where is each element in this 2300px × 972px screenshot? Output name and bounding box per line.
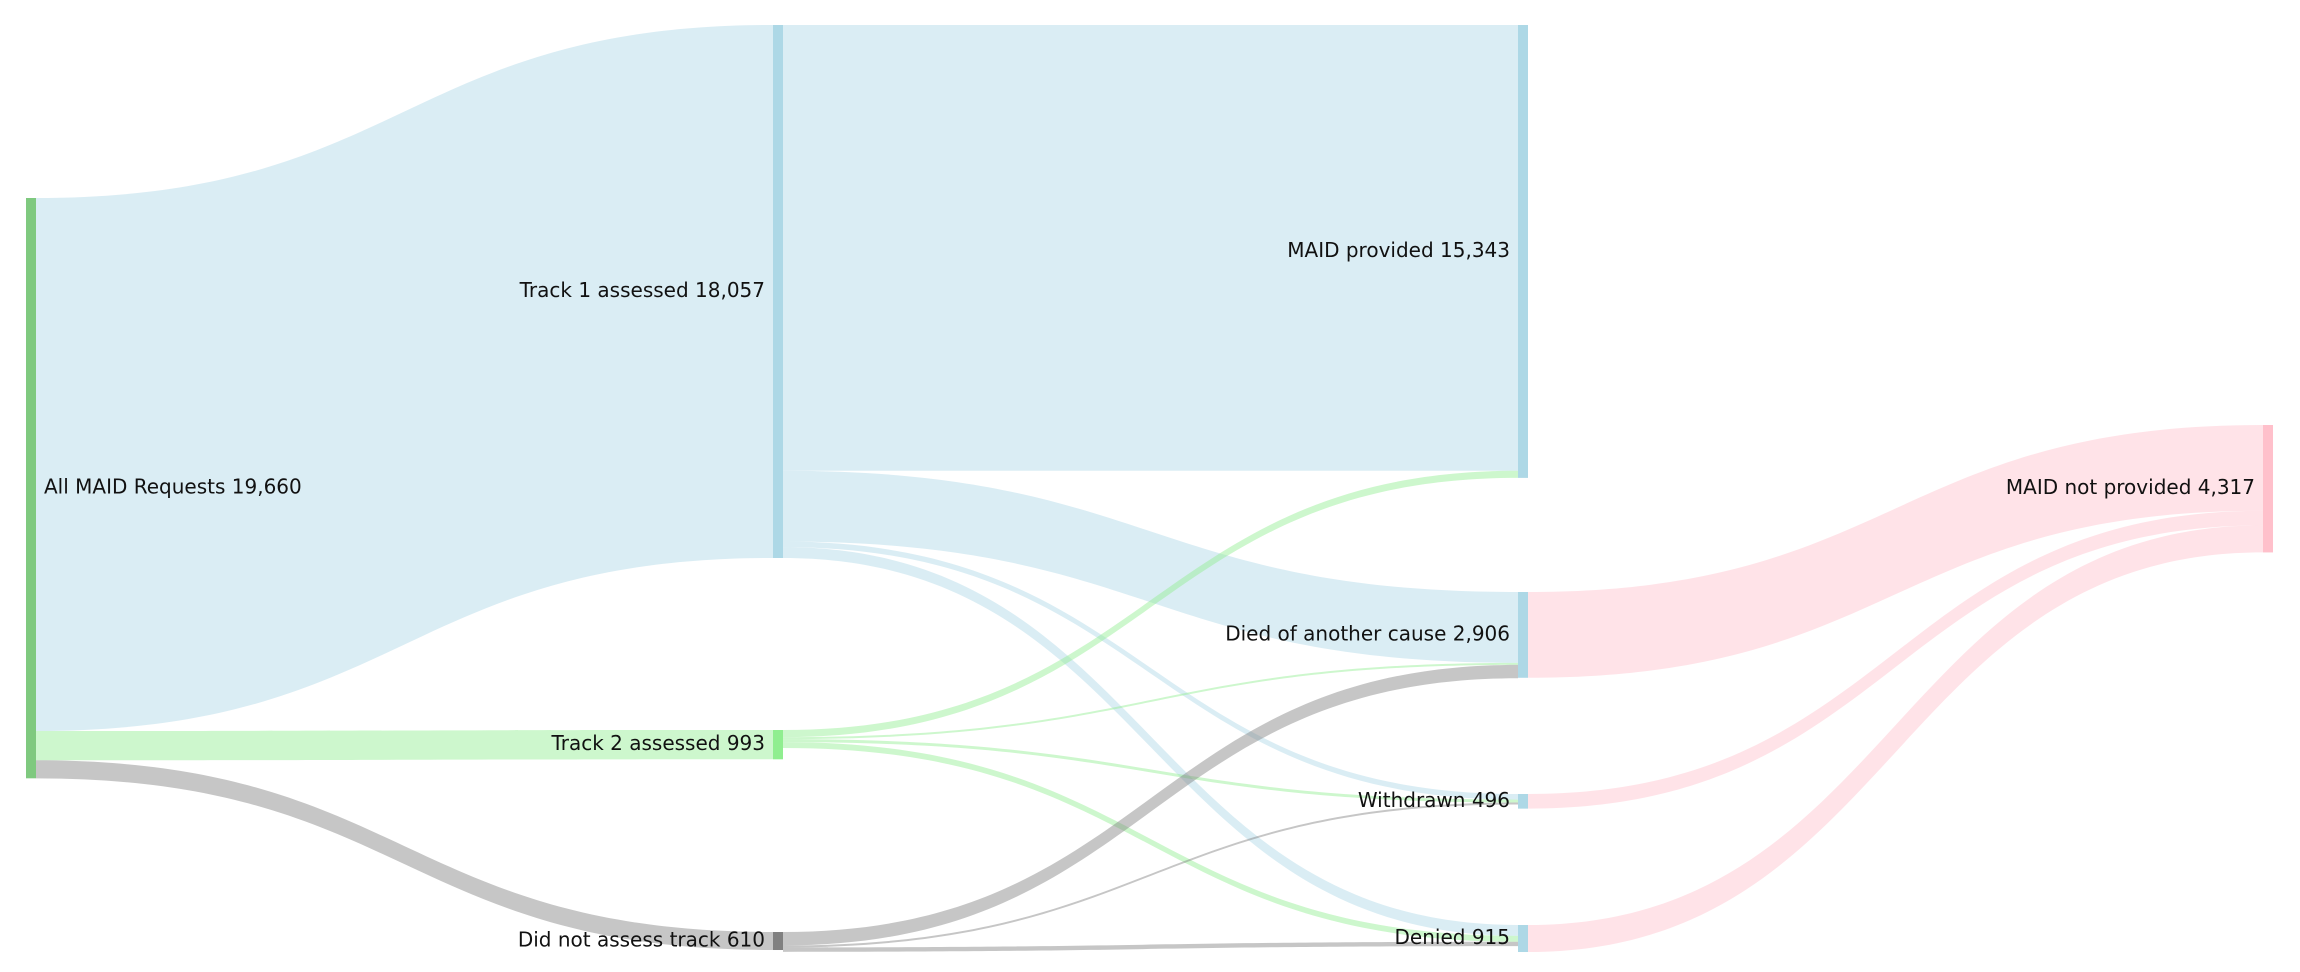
link-t1-to-den bbox=[783, 547, 1518, 936]
node-prov bbox=[1518, 25, 1528, 478]
node-label-den: Denied 915 bbox=[1395, 925, 1510, 949]
node-all bbox=[26, 198, 36, 779]
node-t2 bbox=[773, 730, 783, 760]
node-label-t1: Track 1 assessed 18,057 bbox=[519, 278, 765, 302]
link-t2-to-died bbox=[783, 662, 1518, 740]
link-dna-to-wd bbox=[783, 802, 1518, 948]
link-all-to-dna bbox=[36, 760, 773, 951]
node-t1 bbox=[773, 25, 783, 558]
labels-layer: All MAID Requests 19,660 Track 1 assessed… bbox=[44, 238, 2255, 952]
node-label-died: Died of another cause 2,906 bbox=[1225, 621, 1510, 645]
link-t1-to-prov bbox=[783, 25, 1518, 471]
node-label-all: All MAID Requests 19,660 bbox=[44, 475, 302, 499]
link-t2-to-prov bbox=[783, 470, 1518, 738]
link-t2-to-wd bbox=[783, 739, 1518, 803]
link-wd-to-notprov bbox=[1528, 510, 2263, 809]
link-t2-to-den bbox=[783, 742, 1518, 942]
link-t1-to-died bbox=[783, 470, 1518, 663]
link-all-to-t2 bbox=[36, 730, 773, 761]
link-dna-to-den bbox=[783, 941, 1518, 952]
node-label-dna: Did not assess track 610 bbox=[518, 928, 765, 952]
link-den-to-notprov bbox=[1528, 525, 2263, 953]
node-label-t2: Track 2 assessed 993 bbox=[550, 731, 765, 755]
link-t1-to-wd bbox=[783, 541, 1518, 800]
node-wd bbox=[1518, 794, 1528, 809]
node-died bbox=[1518, 592, 1528, 678]
node-label-wd: Withdrawn 496 bbox=[1358, 788, 1510, 812]
node-label-prov: MAID provided 15,343 bbox=[1287, 238, 1510, 262]
nodes-layer bbox=[26, 25, 2273, 953]
node-den bbox=[1518, 925, 1528, 953]
link-all-to-t1 bbox=[36, 25, 773, 731]
node-dna bbox=[773, 932, 783, 951]
link-died-to-notprov bbox=[1528, 425, 2263, 678]
link-dna-to-died bbox=[783, 664, 1518, 946]
links-layer bbox=[36, 25, 2263, 953]
node-label-notprov: MAID not provided 4,317 bbox=[2006, 475, 2255, 499]
node-notprov bbox=[2263, 425, 2273, 553]
